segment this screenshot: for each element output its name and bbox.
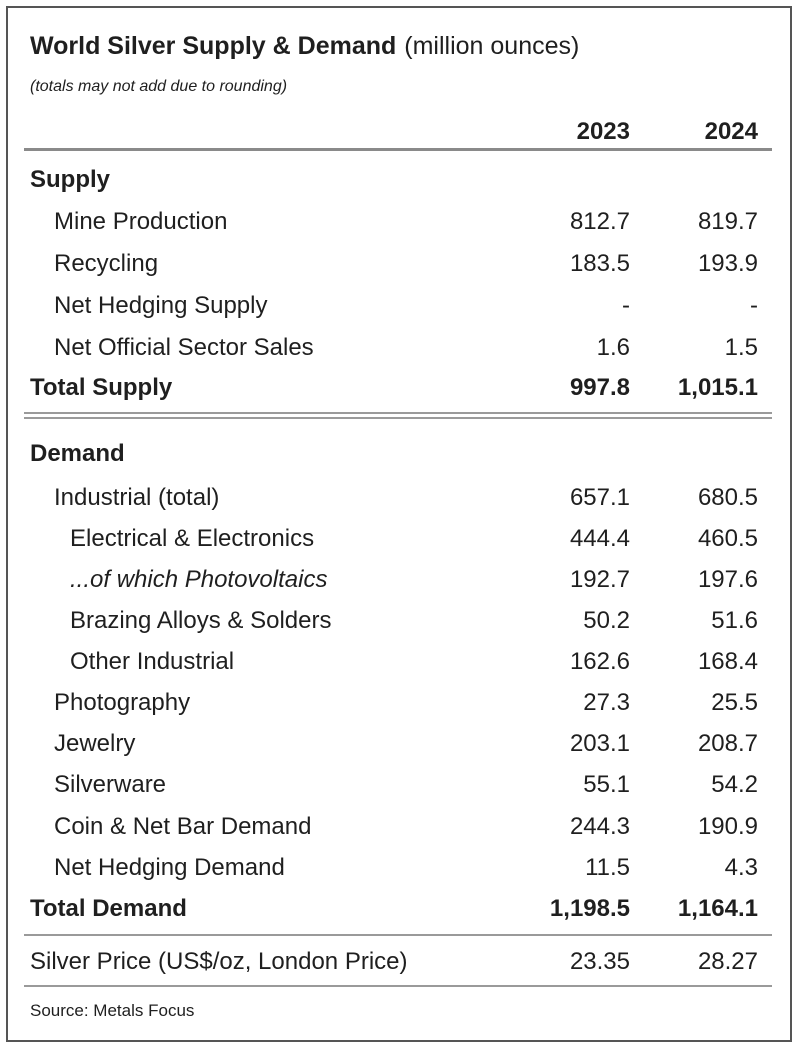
total-supply-2024: 1,015.1: [677, 374, 758, 401]
total-demand-label: Total Demand: [30, 895, 187, 922]
table-row: Industrial (total) 657.1 680.5: [8, 478, 790, 518]
row-label: Coin & Net Bar Demand: [54, 813, 312, 840]
total-supply-row: Total Supply 997.8 1,015.1: [8, 368, 790, 408]
table-row: Other Industrial 162.6 168.4: [8, 642, 790, 682]
source-note: Source: Metals Focus: [30, 1001, 195, 1020]
table-row: Net Hedging Supply - -: [8, 286, 790, 326]
row-label: Net Hedging Supply: [54, 292, 268, 319]
table-row: Photography 27.3 25.5: [8, 683, 790, 723]
row-value-2024: 460.5: [697, 525, 758, 552]
row-label: Mine Production: [54, 208, 228, 235]
table-row: Net Official Sector Sales 1.6 1.5: [8, 328, 790, 368]
column-header-2024: 2024: [704, 118, 758, 145]
row-label: Electrical & Electronics: [70, 525, 315, 552]
silver-price-2024: 28.27: [697, 948, 758, 975]
table-row: Mine Production 812.7 819.7: [8, 202, 790, 242]
row-value-2024: 51.6: [711, 607, 758, 634]
total-supply-2023: 997.8: [569, 374, 630, 401]
table-row: ...of which Photovoltaics 192.7 197.6: [8, 560, 790, 600]
demand-section-header: Demand: [8, 434, 790, 474]
row-value-2024: 680.5: [697, 484, 758, 511]
row-value-2024: 1.5: [724, 334, 758, 361]
row-value-2024: 208.7: [697, 730, 758, 757]
row-label: Net Official Sector Sales: [54, 334, 314, 361]
row-value-2024: -: [750, 292, 758, 319]
column-header-row: 2023 2024: [8, 112, 790, 152]
rounding-note: (totals may not add due to rounding): [30, 78, 288, 95]
table-frame: World Silver Supply & Demand (million oun…: [6, 6, 792, 1042]
table-row: Coin & Net Bar Demand 244.3 190.9: [8, 807, 790, 847]
row-value-2023: 812.7: [569, 208, 630, 235]
row-value-2024: 54.2: [711, 771, 758, 798]
silver-price-row: Silver Price (US$/oz, London Price) 23.3…: [8, 942, 790, 982]
row-value-2023: 55.1: [583, 771, 630, 798]
row-value-2024: 190.9: [697, 813, 758, 840]
total-supply-label: Total Supply: [30, 374, 173, 401]
row-value-2023: 203.1: [569, 730, 630, 757]
row-value-2023: 27.3: [583, 689, 630, 716]
supply-demand-divider-top: [24, 412, 772, 414]
column-header-2023: 2023: [576, 118, 630, 145]
row-value-2023: 162.6: [569, 648, 630, 675]
row-label: Other Industrial: [70, 648, 235, 675]
row-value-2024: 193.9: [697, 250, 758, 277]
table-row: Silverware 55.1 54.2: [8, 765, 790, 805]
row-value-2024: 819.7: [697, 208, 758, 235]
row-value-2023: 244.3: [569, 813, 630, 840]
supply-header-label: Supply: [30, 166, 111, 193]
row-value-2023: 50.2: [583, 607, 630, 634]
total-demand-2023: 1,198.5: [549, 895, 630, 922]
row-value-2023: 192.7: [569, 566, 630, 593]
row-label: Brazing Alloys & Solders: [70, 607, 332, 634]
row-label: Recycling: [54, 250, 159, 277]
row-value-2023: -: [622, 292, 630, 319]
total-demand-2024: 1,164.1: [677, 895, 758, 922]
table-title-unit: (million ounces): [404, 32, 580, 60]
silver-price-2023: 23.35: [569, 948, 630, 975]
total-demand-row: Total Demand 1,198.5 1,164.1: [8, 889, 790, 929]
supply-demand-divider-bottom: [24, 417, 772, 419]
row-value-2024: 4.3: [724, 854, 758, 881]
price-divider: [24, 934, 772, 936]
row-value-2024: 168.4: [697, 648, 758, 675]
header-rule: [24, 148, 772, 151]
table-row: Electrical & Electronics 444.4 460.5: [8, 519, 790, 559]
table-row: Jewelry 203.1 208.7: [8, 724, 790, 764]
row-value-2023: 444.4: [569, 525, 630, 552]
demand-header-label: Demand: [30, 440, 125, 467]
source-divider: [24, 985, 772, 987]
row-label: ...of which Photovoltaics: [70, 566, 328, 593]
row-value-2023: 657.1: [569, 484, 630, 511]
table-row: Recycling 183.5 193.9: [8, 244, 790, 284]
silver-price-label: Silver Price (US$/oz, London Price): [30, 948, 408, 975]
row-label: Industrial (total): [54, 484, 220, 511]
row-label: Silverware: [54, 771, 167, 798]
row-value-2023: 1.6: [596, 334, 630, 361]
table-title-line: World Silver Supply & Demand (million oun…: [30, 32, 579, 61]
row-value-2024: 197.6: [697, 566, 758, 593]
supply-section-header: Supply: [8, 160, 790, 200]
row-label: Photography: [54, 689, 191, 716]
row-value-2023: 11.5: [585, 854, 630, 881]
row-label: Jewelry: [54, 730, 136, 757]
table-title: World Silver Supply & Demand: [30, 32, 397, 60]
table-row: Brazing Alloys & Solders 50.2 51.6: [8, 601, 790, 641]
row-label: Net Hedging Demand: [54, 854, 285, 881]
row-value-2023: 183.5: [569, 250, 630, 277]
table-row: Net Hedging Demand 11.5 4.3: [8, 848, 790, 888]
row-value-2024: 25.5: [711, 689, 758, 716]
